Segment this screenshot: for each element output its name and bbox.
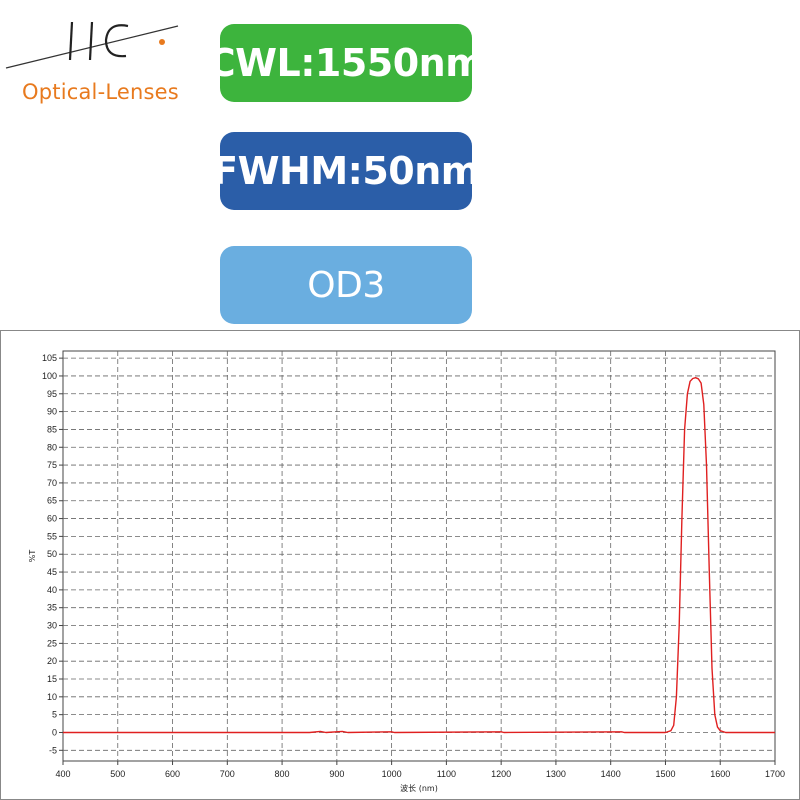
y-tick-label: 105 [42, 353, 57, 363]
y-tick-label: 75 [47, 460, 57, 470]
x-tick-label: 400 [55, 769, 70, 779]
cwl-badge: CWL:1550nm [208, 24, 485, 102]
x-tick-label: 600 [165, 769, 180, 779]
y-tick-label: 25 [47, 638, 57, 648]
y-tick-label: 80 [47, 442, 57, 452]
x-tick-label: 500 [110, 769, 125, 779]
y-tick-label: 40 [47, 585, 57, 595]
x-tick-label: 1600 [710, 769, 730, 779]
y-tick-label: 15 [47, 674, 57, 684]
od-badge: OD3 [220, 246, 472, 324]
y-tick-label: 95 [47, 389, 57, 399]
y-tick-label: 90 [47, 407, 57, 417]
chart-canvas: 400 500 600 700 800 900 1000 1100 1200 1300 1400 15… [28, 350, 785, 793]
x-tick-label: 900 [329, 769, 344, 779]
y-tick-label: 45 [47, 567, 57, 577]
plot-area [62, 350, 776, 762]
x-axis-label: 波长 (nm) [400, 783, 438, 793]
y-tick-label: 100 [42, 371, 57, 381]
transmission-line [63, 377, 775, 734]
x-tick-label: 1000 [382, 769, 402, 779]
company-logo: Optical-Lenses [0, 0, 200, 110]
y-tick-label: 5 [52, 710, 57, 720]
x-tick-label: 1400 [601, 769, 621, 779]
y-tick-label: 70 [47, 478, 57, 488]
y-tick-label: 85 [47, 424, 57, 434]
logo-mark-icon [5, 21, 179, 69]
y-tick-label: 55 [47, 531, 57, 541]
x-tick-label: 1100 [437, 769, 456, 779]
y-tick-label: 0 [52, 727, 57, 737]
y-tick-label: 20 [47, 656, 57, 666]
y-tick-label: 35 [47, 603, 57, 613]
y-tick-label: 65 [47, 496, 57, 506]
y-tick-label: 30 [47, 621, 57, 631]
x-tick-label: 800 [275, 769, 290, 779]
x-tick-label: 1300 [546, 769, 566, 779]
fwhm-badge: FWHM:50nm [212, 132, 480, 210]
x-tick-label: 1700 [765, 769, 785, 779]
y-tick-label: 10 [47, 692, 57, 702]
y-tick-label: -5 [49, 745, 57, 755]
x-tick-label: 1500 [655, 769, 675, 779]
x-tick-label: 700 [220, 769, 235, 779]
x-tick-label: 1200 [491, 769, 511, 779]
y-tick-label: 50 [47, 549, 57, 559]
transmission-chart: 400 500 600 700 800 900 1000 1100 1200 1300 1400 15… [0, 330, 800, 800]
y-axis-label: %T [28, 550, 37, 563]
logo-text: Optical-Lenses [22, 80, 179, 104]
y-tick-label: 60 [47, 514, 57, 524]
